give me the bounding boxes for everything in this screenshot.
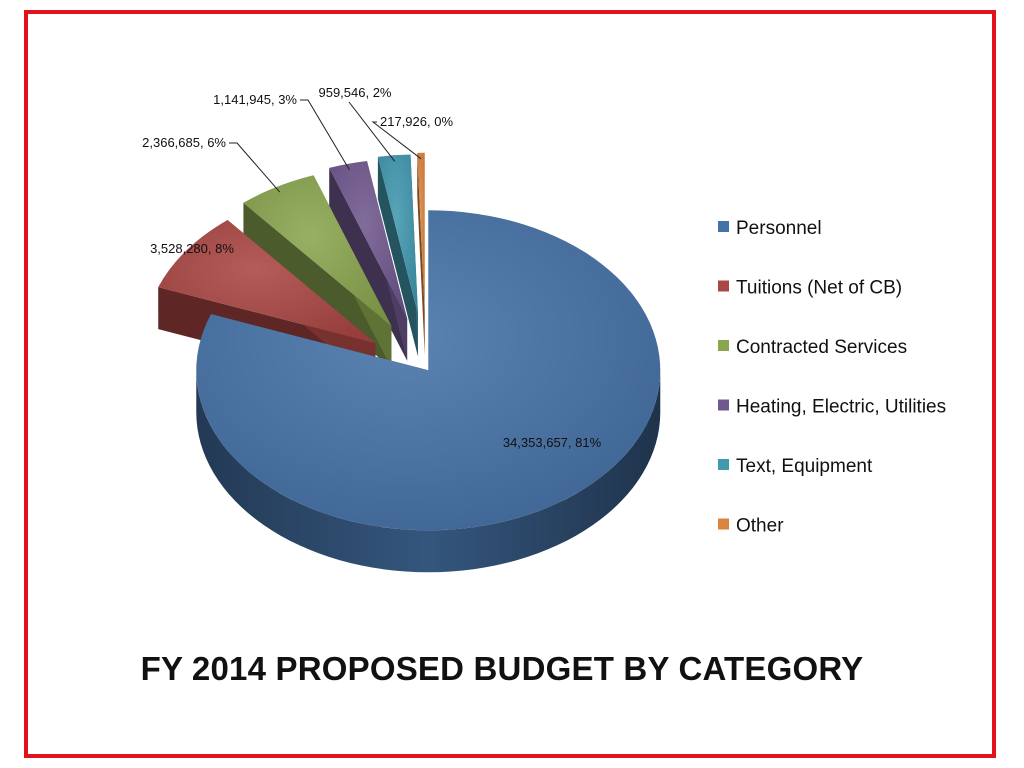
- data-label-text-equipment: 959,546, 2%: [318, 85, 391, 100]
- legend-swatch-personnel: [718, 221, 729, 232]
- legend-item-other: Other: [718, 516, 784, 537]
- legend-label-text-equipment: Text, Equipment: [736, 456, 873, 477]
- legend-swatch-text-equipment: [718, 459, 729, 470]
- data-label-personnel: 34,353,657, 81%: [503, 435, 602, 450]
- legend-label-other: Other: [736, 516, 784, 537]
- legend-swatch-heating-electric-utilities: [718, 399, 729, 411]
- slice-side-other: [417, 152, 425, 355]
- legend-item-contracted-services: Contracted Services: [718, 337, 907, 358]
- slice-contracted-services: [243, 175, 392, 327]
- data-label-tuitions-net-of-cb: 3,528,280, 8%: [150, 241, 234, 256]
- leader-line-text-equipment: [348, 101, 396, 162]
- slice-wall-start-other: [417, 152, 425, 355]
- legend-swatch-other: [718, 518, 729, 530]
- data-labels: 34,353,657, 81% 3,528,280, 8% 2,366,685, 6…: [142, 85, 601, 450]
- slice-wall-start-heating-electric-utilities: [329, 167, 408, 361]
- legend-label-personnel: Personnel: [736, 218, 822, 239]
- legend-label-tuitions-net-of-cb: Tuitions (Net of CB): [736, 278, 902, 299]
- slice-other: [417, 152, 425, 313]
- slice-text-equipment: [377, 154, 418, 315]
- legend: Personnel Tuitions (Net of CB) Contracted …: [718, 218, 946, 537]
- leader-line-heating-electric-utilities: [300, 99, 350, 170]
- slice-personnel: [196, 210, 661, 531]
- slice-outer-wall-personnel: [196, 370, 661, 573]
- legend-label-heating-electric-utilities: Heating, Electric, Utilities: [736, 397, 946, 418]
- legend-item-text-equipment: Text, Equipment: [718, 456, 873, 477]
- slice-wall-start-text-equipment: [377, 156, 418, 357]
- data-label-contracted-services: 2,366,685, 6%: [142, 135, 226, 150]
- legend-item-tuitions-net-of-cb: Tuitions (Net of CB): [718, 278, 902, 299]
- legend-swatch-contracted-services: [718, 340, 729, 351]
- leader-line-other: [371, 121, 422, 160]
- data-label-other: 217,926, 0%: [380, 114, 453, 129]
- legend-item-heating-electric-utilities: Heating, Electric, Utilities: [718, 397, 946, 418]
- data-label-heating-electric-utilities: 1,141,945, 3%: [213, 92, 297, 107]
- legend-label-contracted-services: Contracted Services: [736, 337, 907, 358]
- pie-tops: [158, 152, 661, 531]
- label-leader-lines: [229, 99, 422, 193]
- legend-swatch-tuitions-net-of-cb: [718, 280, 729, 292]
- legend-item-personnel: Personnel: [718, 218, 822, 239]
- slice-tuitions-net-of-cb: [158, 219, 376, 344]
- slice-heating-electric-utilities: [329, 161, 408, 319]
- chart-title: FY 2014 PROPOSED BUDGET BY CATEGORY: [140, 650, 864, 687]
- leader-line-contracted-services: [229, 142, 281, 193]
